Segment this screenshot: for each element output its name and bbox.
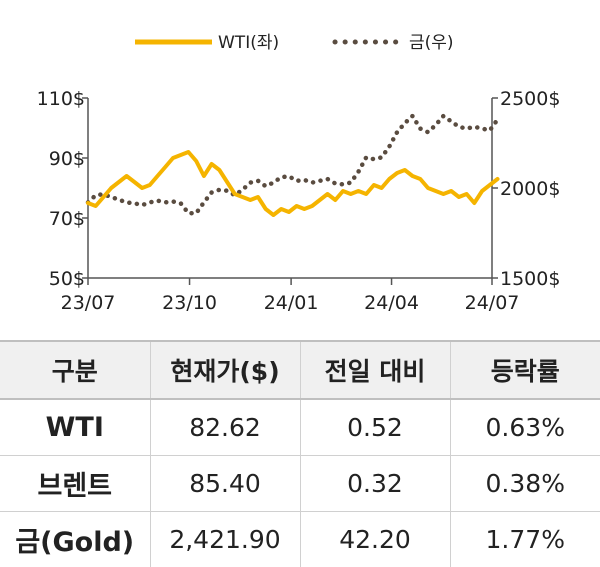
row-change: 42.20 [300,512,450,567]
row-rate: 0.63% [450,399,600,456]
left-tick-label: 110$ [37,88,85,110]
legend-gold-label: 금(우) [409,33,454,53]
table-header-row: 구분 현재가($) 전일 대비 등락률 [0,341,600,399]
row-name: 브렌트 [0,456,150,512]
row-rate: 1.77% [450,512,600,567]
header-category: 구분 [0,341,150,399]
x-tick-label: 24/04 [364,292,419,314]
x-tick-label: 23/10 [162,292,217,314]
series-gold-line [88,116,498,213]
price-table-container: 구분 현재가($) 전일 대비 등락률 WTI 82.62 0.52 0.63%… [0,340,600,567]
row-name: WTI [0,399,150,456]
table-row: 브렌트 85.40 0.32 0.38% [0,456,600,512]
row-price: 2,421.90 [150,512,300,567]
header-current-price: 현재가($) [150,341,300,399]
row-price: 85.40 [150,456,300,512]
legend: WTI(좌) 금(우) [135,33,454,53]
header-daily-change: 전일 대비 [300,341,450,399]
left-tick-label: 50$ [49,268,85,290]
row-change: 0.32 [300,456,450,512]
price-chart: WTI(좌) 금(우) 110$ 90$ 70$ 50$ 2500$ 2000$ 1500$… [0,0,600,330]
x-tick-label: 24/01 [264,292,319,314]
table-row: 금(Gold) 2,421.90 42.20 1.77% [0,512,600,567]
legend-wti-label: WTI(좌) [218,33,279,53]
left-tick-label: 70$ [49,208,85,230]
right-tick-label: 2000$ [500,178,560,200]
row-rate: 0.38% [450,456,600,512]
price-table: 구분 현재가($) 전일 대비 등락률 WTI 82.62 0.52 0.63%… [0,340,600,567]
table-row: WTI 82.62 0.52 0.63% [0,399,600,456]
right-tick-label: 1500$ [500,268,560,290]
ticks: 110$ 90$ 70$ 50$ 2500$ 2000$ 1500$ 23/07 23/10 24… [37,88,561,314]
series-wti-line [88,152,498,215]
series-layer [88,116,498,215]
x-tick-label: 24/07 [465,292,520,314]
x-tick-label: 23/07 [61,292,116,314]
right-tick-label: 2500$ [500,88,560,110]
header-change-rate: 등락률 [450,341,600,399]
left-tick-label: 90$ [49,148,85,170]
row-name: 금(Gold) [0,512,150,567]
row-change: 0.52 [300,399,450,456]
row-price: 82.62 [150,399,300,456]
